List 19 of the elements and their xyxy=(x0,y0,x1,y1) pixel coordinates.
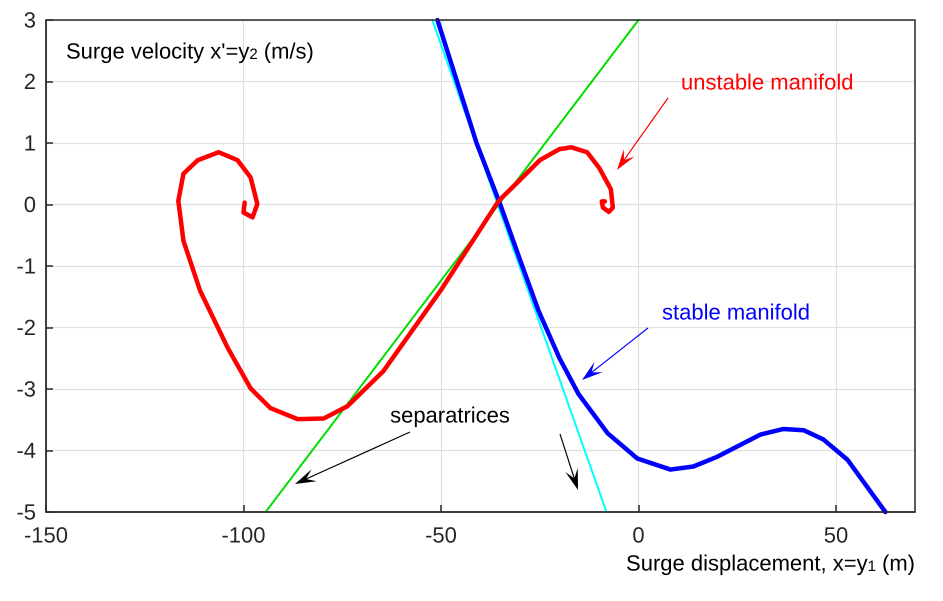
y-tick-label: 2 xyxy=(24,69,36,94)
y-tick-label: -3 xyxy=(16,376,36,402)
y-tick-label: -5 xyxy=(16,500,36,524)
x-axis-title: Surge displacement, x=y1 (m) xyxy=(626,550,916,576)
y-tick-label: -2 xyxy=(16,315,36,340)
y-tick-label: 0 xyxy=(24,192,36,217)
y-tick-label: -4 xyxy=(16,438,36,463)
annotation: stable manifold xyxy=(662,300,810,324)
annotation: separatrices xyxy=(390,402,510,428)
y-axis-title: Surge velocity x'=y2 (m/s) xyxy=(66,38,314,64)
x-tick-label: 50 xyxy=(824,522,848,548)
x-tick-label: -50 xyxy=(425,522,457,548)
x-tick-label: -100 xyxy=(221,522,266,548)
annotation: unstable manifold xyxy=(681,70,854,94)
y-tick-label: -1 xyxy=(16,254,36,278)
x-tick-label: 0 xyxy=(632,522,645,548)
y-tick-label: 1 xyxy=(24,130,36,156)
y-tick-label: 3 xyxy=(24,8,36,32)
x-tick-label: -150 xyxy=(24,522,68,548)
